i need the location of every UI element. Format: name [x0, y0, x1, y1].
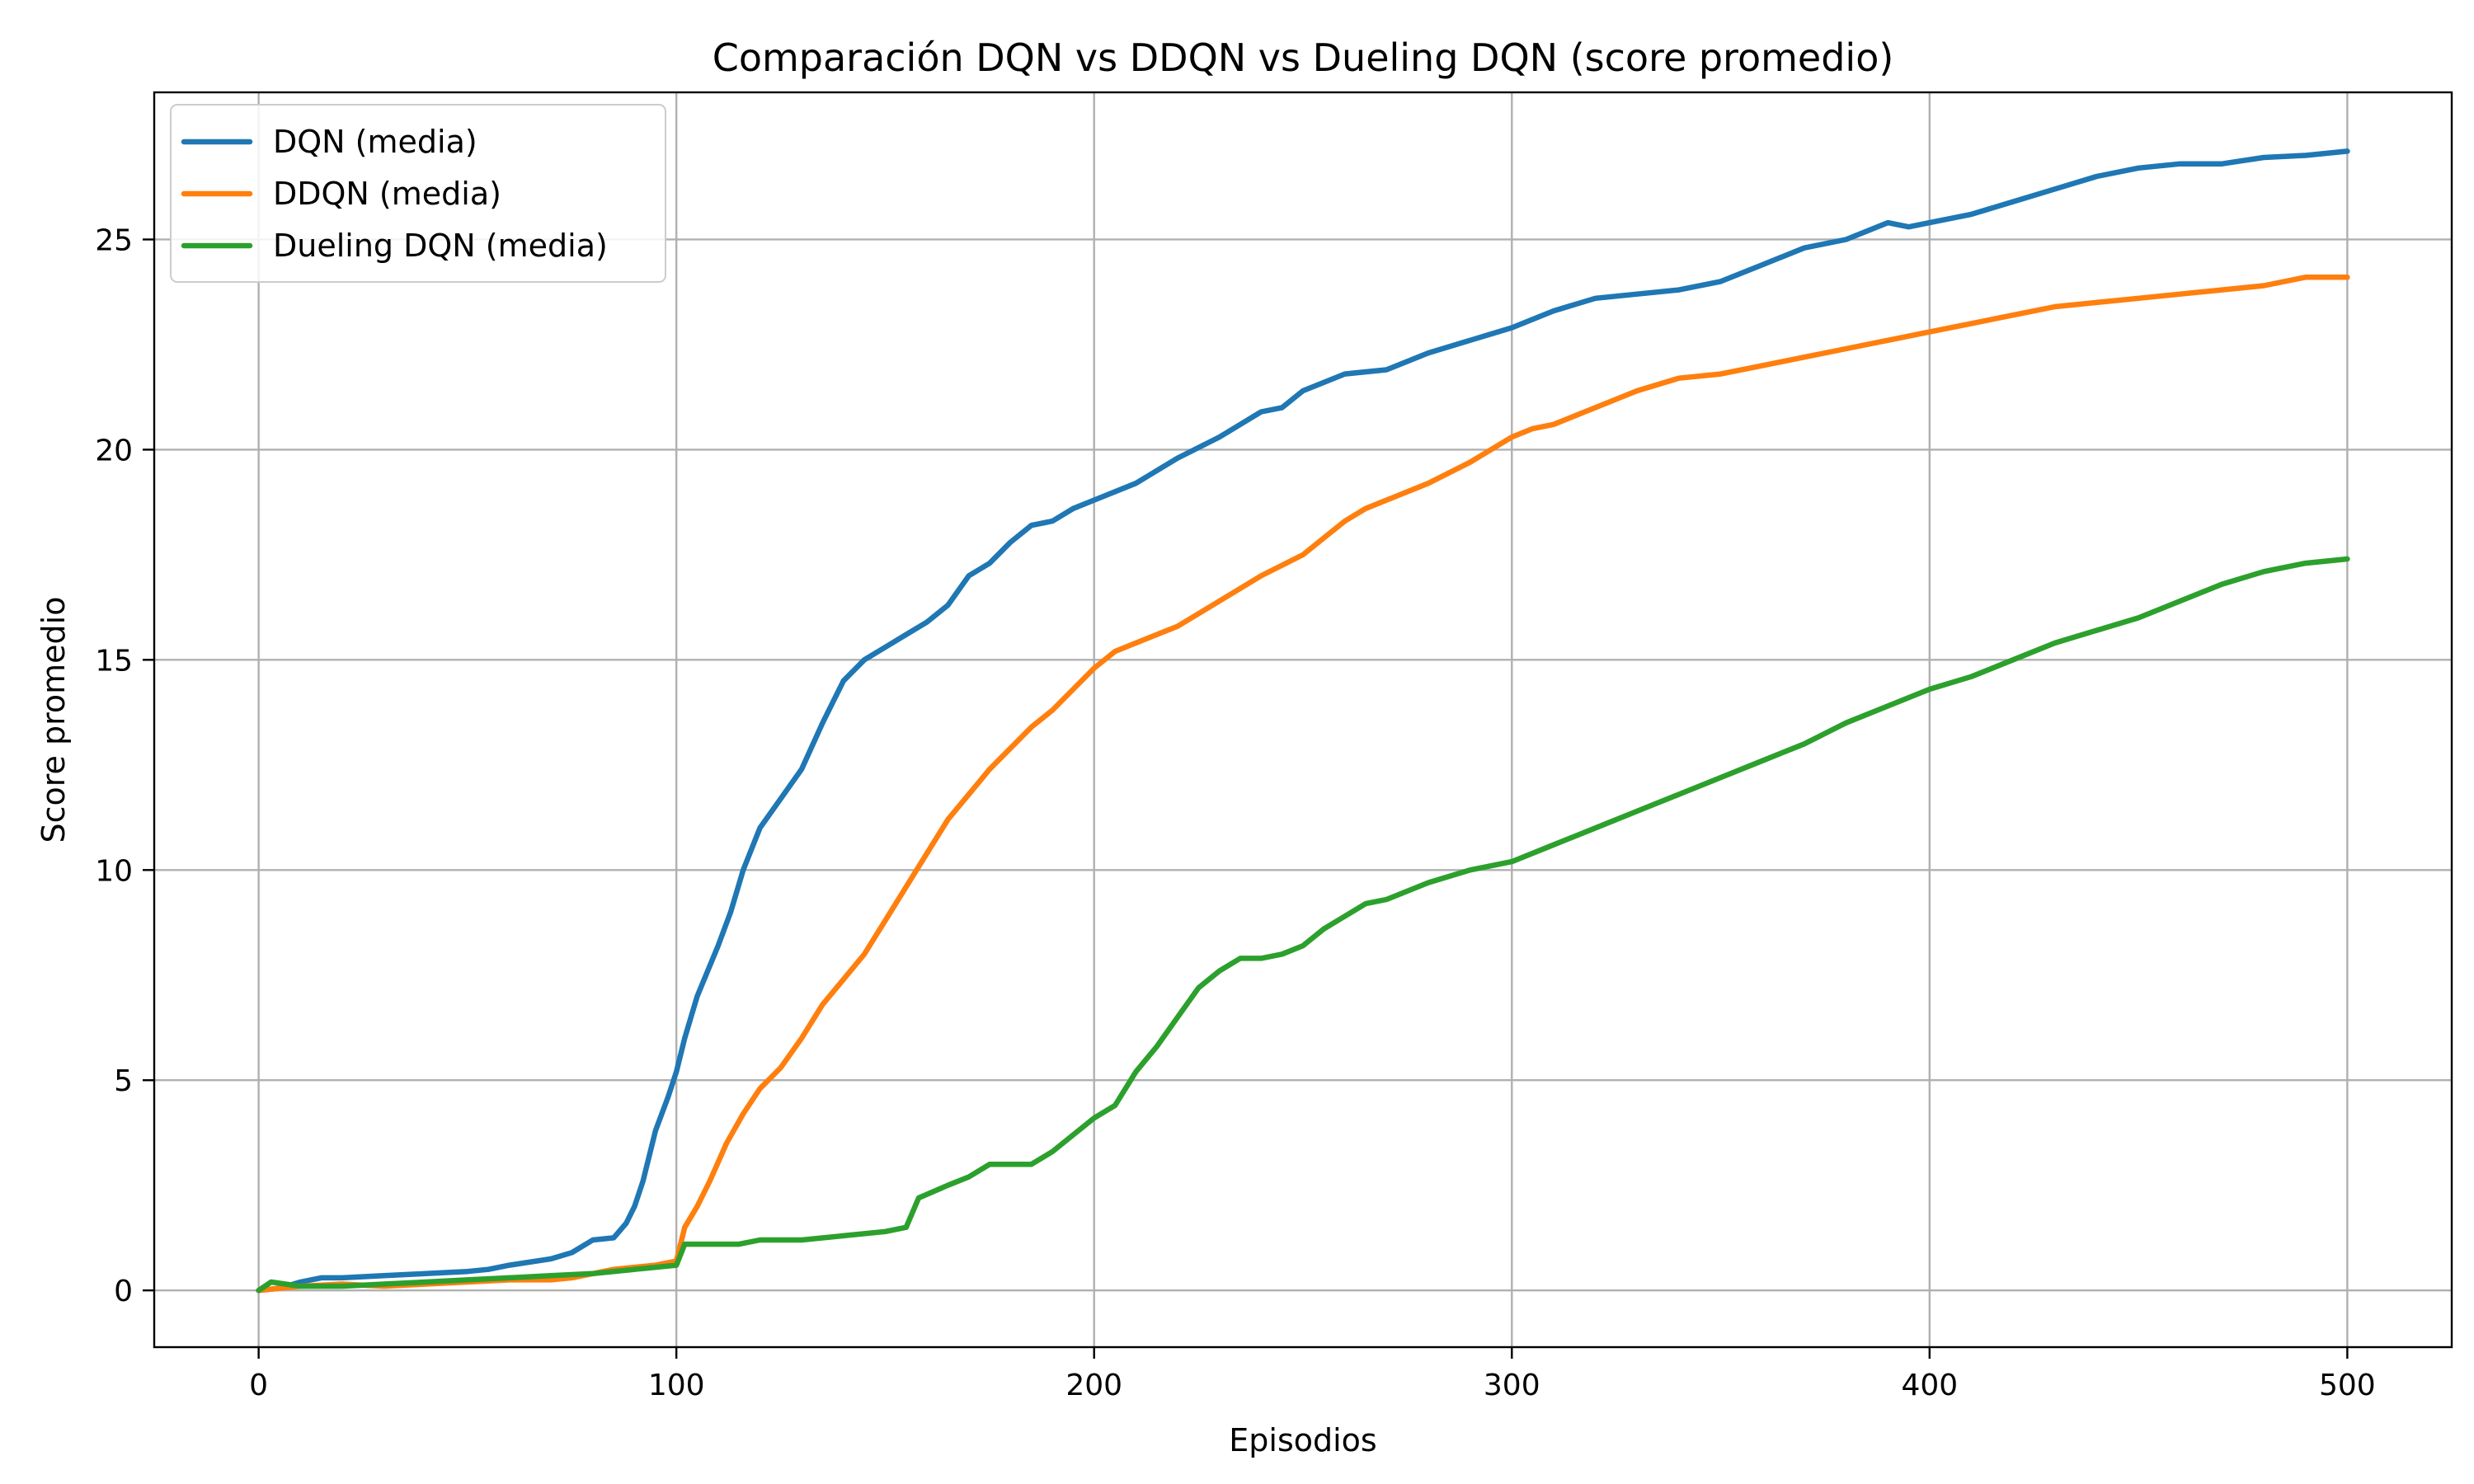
y-axis-label: Score promedio: [35, 597, 72, 843]
grid: [154, 92, 2452, 1347]
legend: DQN (media) DDQN (media) Dueling DQN (medi…: [170, 104, 666, 283]
chart-title: Comparación DQN vs DDQN vs Dueling DQN (…: [713, 35, 1894, 80]
y-tick-label: 15: [95, 644, 133, 678]
y-tick-label: 0: [114, 1275, 133, 1308]
series-line-2: [256, 556, 2350, 1294]
legend-box: [170, 104, 666, 283]
x-tick-label: 100: [648, 1369, 705, 1402]
x-tick-label: 0: [249, 1369, 268, 1402]
x-tick-label: 400: [1901, 1369, 1958, 1402]
axis-ticks: 0 100 200 300 400 500 0 5 10 15 20 25: [95, 223, 2376, 1402]
series-line-0: [256, 148, 2350, 1294]
y-tick-label: 5: [114, 1064, 133, 1098]
y-tick-label: 25: [95, 223, 133, 257]
x-axis-label: Episodios: [1229, 1422, 1376, 1458]
plot-frame: [153, 91, 2453, 1349]
x-tick-label: 500: [2319, 1369, 2376, 1402]
legend-entry-0: DQN (media): [273, 124, 477, 160]
x-tick-label: 300: [1484, 1369, 1540, 1402]
y-tick-label: 10: [95, 854, 133, 888]
legend-entry-2: Dueling DQN (media): [273, 228, 608, 264]
x-tick-label: 200: [1065, 1369, 1122, 1402]
legend-entry-1: DDQN (media): [273, 176, 501, 212]
y-tick-label: 20: [95, 434, 133, 467]
series-lines: [256, 148, 2350, 1294]
